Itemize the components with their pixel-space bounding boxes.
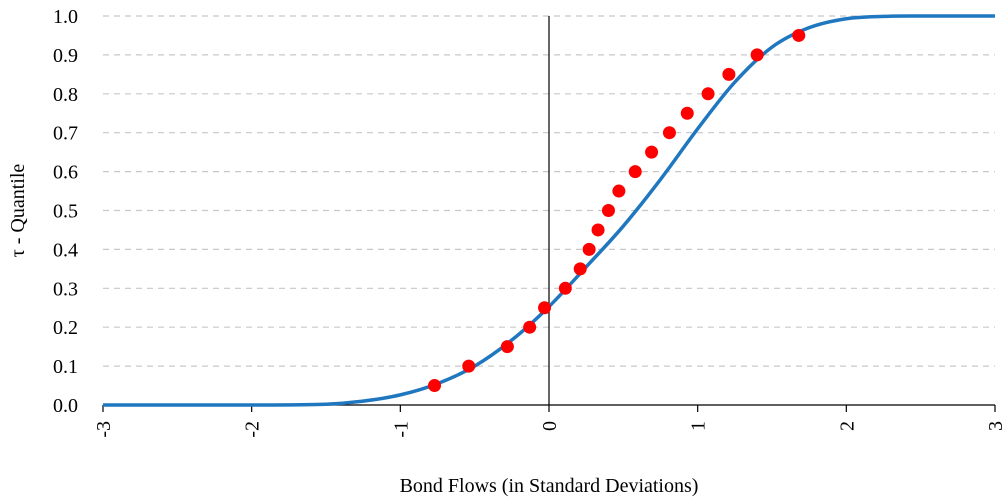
data-point bbox=[591, 223, 605, 237]
x-tick-label: -1 bbox=[390, 421, 412, 438]
y-tick-label: 0.5 bbox=[53, 201, 78, 223]
fitted-curve bbox=[102, 14, 996, 407]
data-point bbox=[628, 165, 642, 179]
x-tick-label: 0 bbox=[539, 421, 561, 431]
data-point bbox=[582, 242, 596, 256]
quantile-points bbox=[428, 28, 806, 393]
data-point bbox=[523, 320, 537, 334]
data-point bbox=[500, 340, 514, 354]
y-tick-label: 0.4 bbox=[53, 239, 78, 261]
data-point bbox=[462, 359, 476, 373]
data-point bbox=[601, 204, 615, 217]
data-point bbox=[612, 184, 626, 198]
x-axis-title: Bond Flows (in Standard Deviations) bbox=[400, 475, 699, 497]
data-point bbox=[645, 145, 659, 159]
data-point bbox=[558, 281, 572, 295]
x-ticks: -3 -2 -1 0 1 2 3 bbox=[93, 405, 1006, 438]
y-axis-title: τ - Quantile bbox=[7, 164, 29, 258]
y-tick-label: 0.7 bbox=[53, 123, 78, 145]
x-tick-label: 2 bbox=[836, 421, 858, 431]
y-tick-label: 0.3 bbox=[53, 278, 78, 300]
data-point bbox=[428, 379, 442, 393]
data-point bbox=[573, 262, 587, 276]
x-tick-label: 3 bbox=[985, 421, 1006, 431]
data-point bbox=[680, 106, 694, 120]
data-point bbox=[750, 48, 764, 62]
y-tick-label: 0.9 bbox=[53, 45, 78, 67]
data-point bbox=[722, 67, 736, 81]
x-tick-label: 1 bbox=[688, 421, 710, 431]
y-tick-label: 0.8 bbox=[53, 84, 78, 106]
data-point bbox=[792, 28, 806, 42]
y-tick-label: 0.6 bbox=[53, 162, 78, 184]
data-point bbox=[701, 87, 715, 101]
y-tick-label: 0.1 bbox=[53, 356, 78, 378]
x-tick-label: -3 bbox=[93, 421, 115, 438]
data-point bbox=[538, 301, 552, 315]
x-tick-label: -2 bbox=[242, 421, 264, 438]
y-ticks: 0.0 0.1 0.2 0.3 0.4 0.5 0.6 0.7 0.8 0.9 1.0 bbox=[53, 6, 78, 417]
y-tick-label: 0.0 bbox=[53, 395, 78, 417]
data-point bbox=[662, 126, 676, 140]
y-tick-label: 1.0 bbox=[53, 6, 78, 28]
y-tick-label: 0.2 bbox=[53, 317, 78, 339]
